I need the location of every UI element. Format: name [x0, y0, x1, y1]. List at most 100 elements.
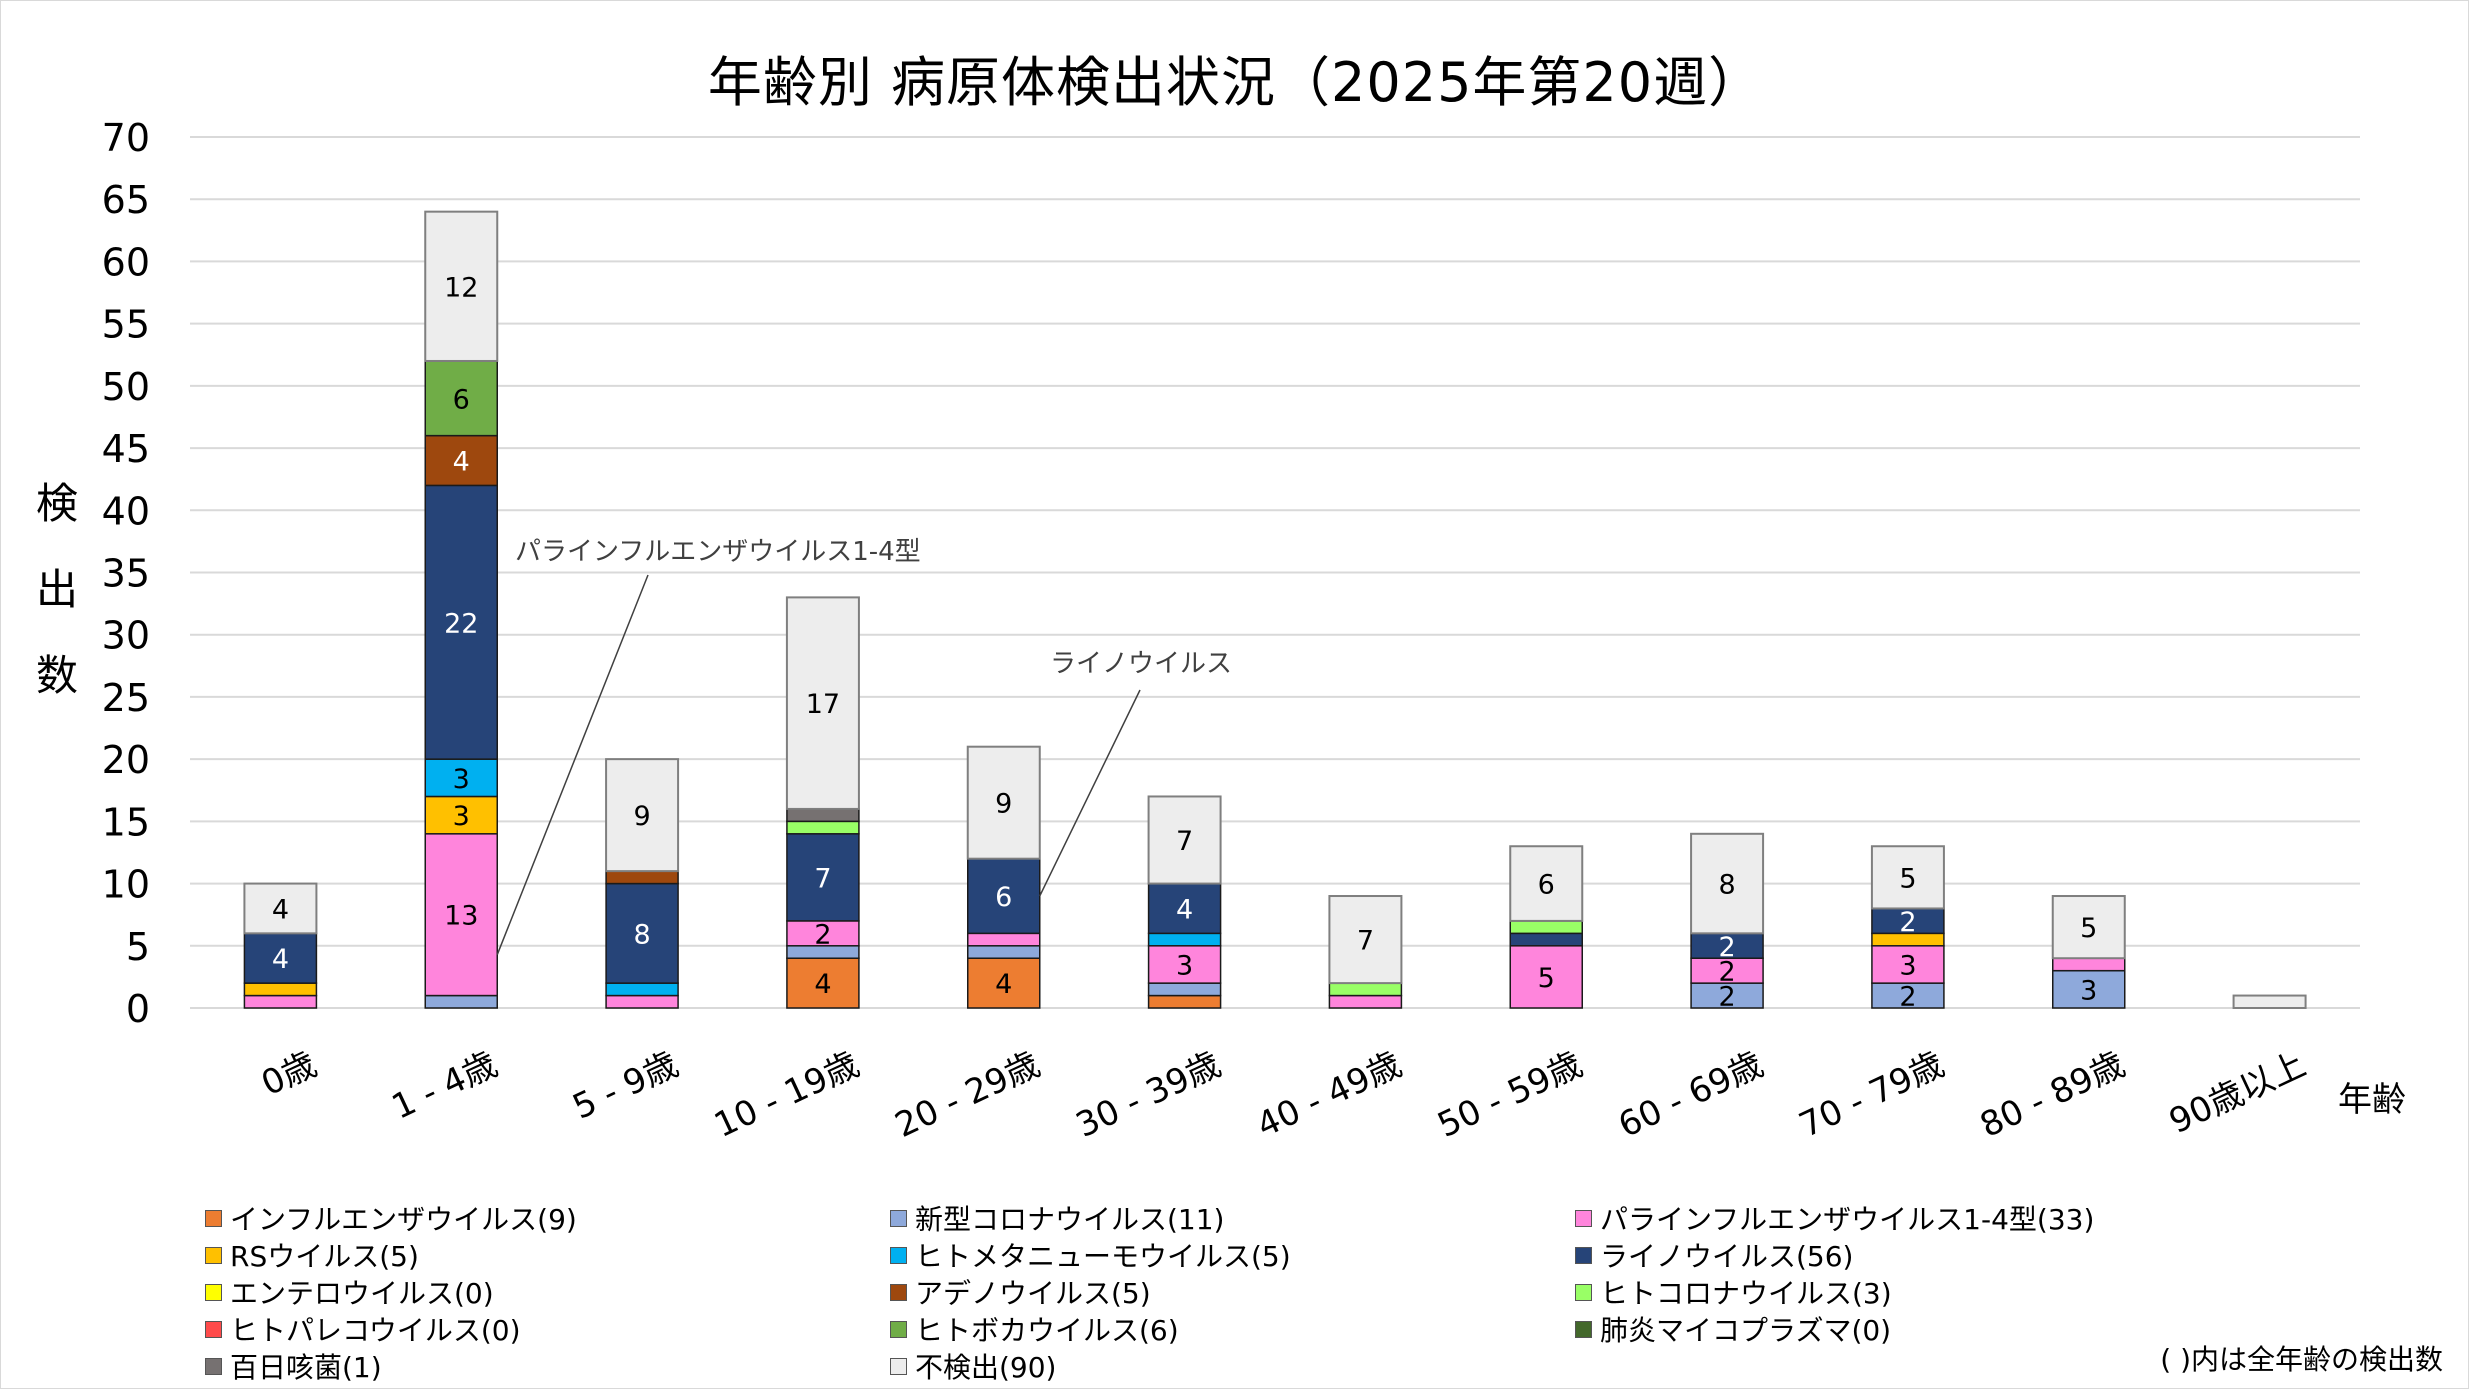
legend-item[interactable]: ヒトメタニューモウイルス(5) [890, 1235, 1291, 1275]
bar-stack: 44 [243, 882, 318, 1009]
gridlines [190, 136, 2360, 1009]
x-tick-label: 60 - 69歳 [1613, 1044, 1770, 1146]
data-label: 4 [814, 969, 831, 1000]
bar-segment [1328, 994, 1403, 1009]
legend-swatch [890, 1283, 907, 1301]
data-label: 2 [1899, 982, 1916, 1013]
y-axis-label-char: 数 [36, 651, 79, 700]
data-label: 9 [995, 789, 1012, 820]
legend-swatch [1575, 1283, 1592, 1301]
bar-segment [786, 833, 860, 922]
legend-item[interactable]: 肺炎マイコプラズマ(0) [1575, 1309, 1891, 1349]
x-tick-label: 90歳以上 [2163, 1044, 2312, 1142]
y-tick-label: 15 [102, 800, 150, 844]
legend-label: エンテロウイルス(0) [230, 1277, 494, 1310]
y-tick-label: 25 [102, 676, 150, 720]
bar-stack: 35 [2051, 895, 2126, 1009]
chart-title: 年齢別 病原体検出状況（2025年第20週） [707, 51, 1764, 114]
bar-segment [243, 994, 318, 1009]
legend-item[interactable]: 新型コロナウイルス(11) [890, 1198, 1224, 1238]
bar-segment [967, 957, 1041, 1009]
bar-segment [786, 957, 860, 1009]
x-tick-label: 20 - 29歳 [889, 1044, 1046, 1146]
legend-item[interactable]: インフルエンザウイルス(9) [205, 1198, 577, 1238]
x-tick-label: 70 - 79歳 [1793, 1044, 1950, 1146]
y-tick-label: 5 [126, 925, 150, 969]
bar-stack: 4 6 9 [966, 745, 1041, 1009]
data-label: 2 [1899, 907, 1916, 938]
legend-swatch [205, 1320, 222, 1338]
legend-label: 不検出(90) [915, 1351, 1057, 1384]
bar-segment [967, 932, 1041, 947]
legend-swatch [1575, 1320, 1592, 1338]
bar-segment [605, 870, 679, 885]
data-label: 9 [633, 801, 650, 832]
y-tick-label: 50 [102, 365, 150, 409]
data-label: 2 [1718, 982, 1735, 1013]
legend-swatch [205, 1246, 222, 1264]
annotation-label: ライノウイルス [1050, 649, 1232, 679]
data-label: 17 [806, 689, 840, 720]
legend-label: 肺炎マイコプラズマ(0) [1600, 1314, 1892, 1347]
bar-segment [1690, 957, 1764, 984]
legend-item[interactable]: RSウイルス(5) [205, 1235, 419, 1275]
annotation-leader-line [1039, 689, 1141, 897]
bar-segment [1871, 982, 1945, 1009]
legend-label: インフルエンザウイルス(9) [230, 1203, 577, 1236]
legend-item[interactable]: アデノウイルス(5) [890, 1272, 1151, 1312]
legend-item[interactable]: ヒトボカウイルス(6) [890, 1309, 1179, 1349]
bar-segment [605, 982, 679, 997]
bar-segment [243, 882, 318, 935]
bar-segment [967, 945, 1041, 959]
legend-item[interactable]: ヒトパレコウイルス(0) [205, 1309, 521, 1349]
bar-segment [786, 808, 860, 823]
data-label: 4 [1176, 894, 1193, 925]
x-tick-label: 10 - 19歳 [708, 1044, 865, 1146]
bar-segment [424, 758, 498, 798]
bar-segment [2052, 957, 2126, 972]
bar-stack [2232, 994, 2307, 1009]
legend-item[interactable]: ヒトコロナウイルス(3) [1575, 1272, 1892, 1312]
x-tick-label: 50 - 59歳 [1432, 1044, 1589, 1146]
legend-swatch [890, 1209, 907, 1227]
legend-item[interactable]: エンテロウイルス(0) [205, 1272, 494, 1312]
data-label: 2 [1718, 957, 1735, 988]
legend-swatch [205, 1283, 222, 1301]
legend-label: パラインフルエンザウイルス1-4型(33) [1600, 1203, 2095, 1236]
data-label: 13 [444, 901, 478, 932]
y-axis-label-char: 出 [36, 565, 79, 614]
bar-segment [605, 758, 680, 873]
y-tick-label: 20 [102, 738, 150, 782]
bar-segment [1509, 932, 1583, 947]
data-label: 3 [2080, 975, 2097, 1006]
bar-stack: 56 [1509, 845, 1584, 1009]
legend-label: ヒトメタニューモウイルス(5) [915, 1240, 1291, 1273]
bar-segment [1147, 945, 1222, 984]
data-label: 5 [1538, 963, 1555, 994]
data-label: 5 [2080, 913, 2097, 944]
bar-segment [1147, 994, 1222, 1009]
y-tick-label: 35 [102, 552, 150, 596]
x-tick-label: 0歳 [255, 1044, 322, 1104]
legend-item[interactable]: パラインフルエンザウイルス1-4型(33) [1575, 1198, 2094, 1238]
bar-segment [1690, 982, 1764, 1009]
bar-segment [424, 434, 498, 487]
data-label: 7 [1357, 926, 1374, 957]
bar-segment [1509, 845, 1584, 922]
data-label: 3 [1899, 950, 1916, 981]
data-label: 4 [453, 447, 470, 478]
x-tick-label: 30 - 39歳 [1070, 1044, 1227, 1146]
bar-segment [967, 857, 1041, 935]
bar-segment [424, 795, 498, 835]
bar-segment [424, 994, 498, 1009]
bar-segment [1147, 932, 1222, 947]
annotation-label: パラインフルエンザウイルス1-4型 [515, 537, 921, 567]
legend-item[interactable]: 百日咳菌(1) [205, 1346, 382, 1386]
y-tick-label: 40 [102, 489, 150, 533]
data-label: 6 [995, 882, 1012, 913]
data-label: 5 [1899, 863, 1916, 894]
legend-item[interactable]: ライノウイルス(56) [1575, 1235, 1853, 1275]
legend-item[interactable]: 不検出(90) [890, 1346, 1056, 1386]
